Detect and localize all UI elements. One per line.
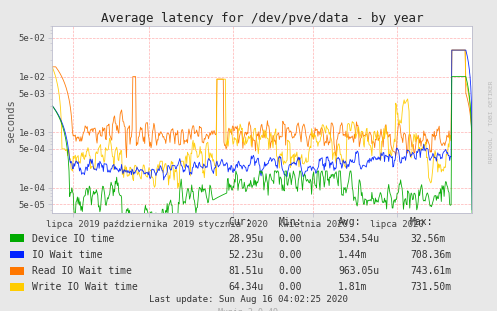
Text: RRDTOOL / TOBI OETIKER: RRDTOOL / TOBI OETIKER (489, 80, 494, 163)
Text: Max:: Max: (410, 217, 433, 227)
Text: Cur:: Cur: (229, 217, 252, 227)
Text: 32.56m: 32.56m (410, 234, 445, 244)
Text: 708.36m: 708.36m (410, 250, 451, 260)
Text: 52.23u: 52.23u (229, 250, 264, 260)
Text: Write IO Wait time: Write IO Wait time (32, 282, 138, 292)
Text: Munin 2.0.49: Munin 2.0.49 (219, 309, 278, 311)
Title: Average latency for /dev/pve/data - by year: Average latency for /dev/pve/data - by y… (101, 12, 423, 25)
Text: Avg:: Avg: (338, 217, 361, 227)
Text: Device IO time: Device IO time (32, 234, 114, 244)
Text: Min:: Min: (278, 217, 302, 227)
Text: IO Wait time: IO Wait time (32, 250, 103, 260)
Text: 731.50m: 731.50m (410, 282, 451, 292)
Text: 1.44m: 1.44m (338, 250, 367, 260)
Text: 0.00: 0.00 (278, 234, 302, 244)
Text: Read IO Wait time: Read IO Wait time (32, 266, 132, 276)
Text: 1.81m: 1.81m (338, 282, 367, 292)
Text: 0.00: 0.00 (278, 266, 302, 276)
Text: 28.95u: 28.95u (229, 234, 264, 244)
Text: 0.00: 0.00 (278, 250, 302, 260)
Text: 81.51u: 81.51u (229, 266, 264, 276)
Text: 64.34u: 64.34u (229, 282, 264, 292)
Y-axis label: seconds: seconds (5, 98, 15, 142)
Text: 743.61m: 743.61m (410, 266, 451, 276)
Text: 534.54u: 534.54u (338, 234, 379, 244)
Text: 0.00: 0.00 (278, 282, 302, 292)
Text: 963.05u: 963.05u (338, 266, 379, 276)
Text: Last update: Sun Aug 16 04:02:25 2020: Last update: Sun Aug 16 04:02:25 2020 (149, 295, 348, 304)
